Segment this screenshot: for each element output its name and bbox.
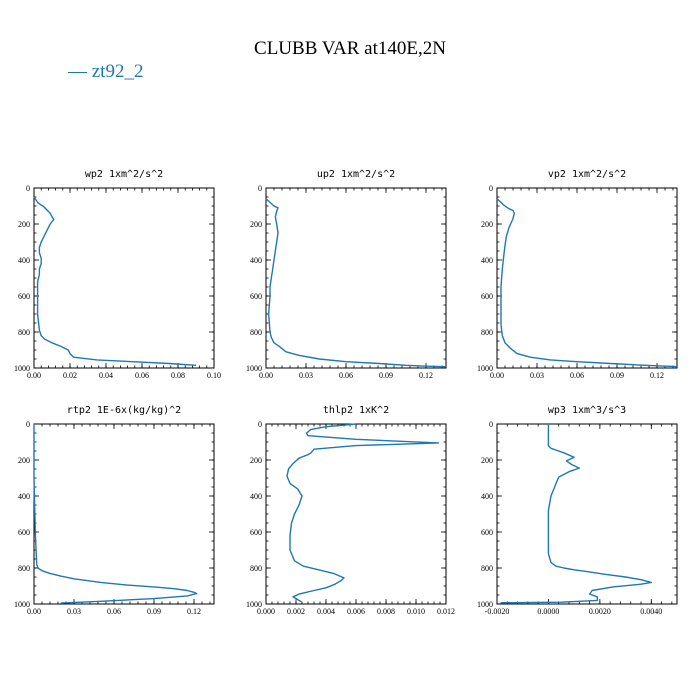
- x-tick-label: 0.09: [610, 371, 624, 380]
- x-tick-label: 0.006: [347, 607, 365, 616]
- x-tick-label: 0.010: [407, 607, 425, 616]
- x-tick-label: 0.12: [419, 371, 433, 380]
- x-tick-label: 0.06: [107, 607, 121, 616]
- x-tick-label: 0.00: [27, 371, 41, 380]
- y-tick-label: 600: [250, 292, 262, 301]
- y-tick-label: 600: [250, 528, 262, 537]
- series-line: [33, 196, 197, 366]
- x-tick-label: 0.00: [27, 607, 41, 616]
- y-tick-label: 800: [18, 564, 30, 573]
- plot-frame: [33, 187, 215, 369]
- x-tick-label: 0.012: [437, 607, 455, 616]
- y-tick-label: 0: [258, 184, 262, 193]
- x-tick-label: 0.00: [490, 371, 504, 380]
- y-tick-label: 200: [250, 456, 262, 465]
- x-tick-label: 0.09: [147, 607, 161, 616]
- y-tick-label: 0: [26, 420, 30, 429]
- y-tick-label: 800: [250, 328, 262, 337]
- y-tick-label: 0: [489, 184, 493, 193]
- y-tick-label: 800: [481, 328, 493, 337]
- series-line: [286, 423, 440, 603]
- x-tick-label: 0.06: [570, 371, 584, 380]
- y-tick-label: 200: [250, 220, 262, 229]
- panel-4: rtp2 1E-6x(kg/kg)^2 0 200 400 600 800 10000.00…: [14, 405, 215, 616]
- x-tick-label: 0.04: [99, 371, 113, 380]
- x-tick-label: 0.000: [257, 607, 275, 616]
- x-tick-label: 0.12: [650, 371, 664, 380]
- y-tick-label: 0: [258, 420, 262, 429]
- series-line: [33, 424, 198, 604]
- x-tick-label: 0.06: [339, 371, 353, 380]
- y-tick-label: 400: [18, 256, 30, 265]
- series-line: [496, 198, 678, 368]
- x-tick-label: 0.0000: [537, 607, 559, 616]
- y-tick-label: 400: [250, 256, 262, 265]
- x-tick-label: 0.03: [530, 371, 544, 380]
- x-tick-label: 0.10: [207, 371, 221, 380]
- x-tick-label: 0.03: [299, 371, 313, 380]
- figure-title: CLUBB VAR at140E,2N: [254, 38, 446, 59]
- y-tick-label: 600: [481, 528, 493, 537]
- plot-frame: [33, 423, 215, 605]
- y-tick-label: 1000: [14, 364, 30, 373]
- y-tick-label: 400: [481, 256, 493, 265]
- y-tick-label: 200: [18, 220, 30, 229]
- y-tick-label: 1000: [14, 600, 30, 609]
- y-tick-label: 0: [489, 420, 493, 429]
- y-tick-label: 600: [481, 292, 493, 301]
- y-tick-label: 400: [250, 492, 262, 501]
- x-tick-label: 0.02: [63, 371, 77, 380]
- y-tick-label: 200: [481, 456, 493, 465]
- y-tick-label: 600: [18, 528, 30, 537]
- x-tick-label: -0.0020: [485, 607, 510, 616]
- y-tick-label: 1000: [477, 364, 493, 373]
- plot-frame: [496, 187, 678, 369]
- y-tick-label: 400: [18, 492, 30, 501]
- y-tick-label: 200: [18, 456, 30, 465]
- x-tick-label: 0.12: [187, 607, 201, 616]
- series-line: [499, 424, 652, 605]
- y-tick-label: 800: [18, 328, 30, 337]
- x-tick-label: 0.002: [287, 607, 305, 616]
- y-tick-label: 1000: [477, 600, 493, 609]
- panel-title: wp3 1xm^3/s^3: [548, 405, 626, 416]
- x-tick-label: 0.06: [135, 371, 149, 380]
- y-tick-label: 800: [481, 564, 493, 573]
- panel-title: rtp2 1E-6x(kg/kg)^2: [67, 405, 181, 416]
- plot-frame: [265, 423, 447, 605]
- x-tick-label: 0.0040: [640, 607, 662, 616]
- panel-title: thlp2 1xK^2: [323, 405, 389, 416]
- x-tick-label: 0.03: [67, 607, 81, 616]
- plot-frame: [265, 187, 447, 369]
- x-tick-label: 0.00: [259, 371, 273, 380]
- panel-title: wp2 1xm^2/s^2: [85, 169, 163, 180]
- y-tick-label: 1000: [246, 600, 262, 609]
- y-tick-label: 600: [18, 292, 30, 301]
- x-tick-label: 0.08: [171, 371, 185, 380]
- y-tick-label: 400: [481, 492, 493, 501]
- x-tick-label: 0.09: [379, 371, 393, 380]
- x-tick-label: 0.004: [317, 607, 335, 616]
- y-tick-label: 1000: [246, 364, 262, 373]
- panel-6: wp3 1xm^3/s^3 0 200 400 600 800 1000-0.0020 0.0…: [477, 405, 678, 616]
- legend-entry: — zt92_2: [67, 61, 143, 82]
- panel-title: up2 1xm^2/s^2: [317, 169, 395, 180]
- panel-title: vp2 1xm^2/s^2: [548, 169, 626, 180]
- x-tick-label: 0.008: [377, 607, 395, 616]
- x-tick-label: 0.0020: [589, 607, 611, 616]
- y-tick-label: 800: [250, 564, 262, 573]
- series-line: [265, 198, 447, 368]
- y-tick-label: 0: [26, 184, 30, 193]
- plot-frame: [496, 423, 678, 605]
- y-tick-label: 200: [481, 220, 493, 229]
